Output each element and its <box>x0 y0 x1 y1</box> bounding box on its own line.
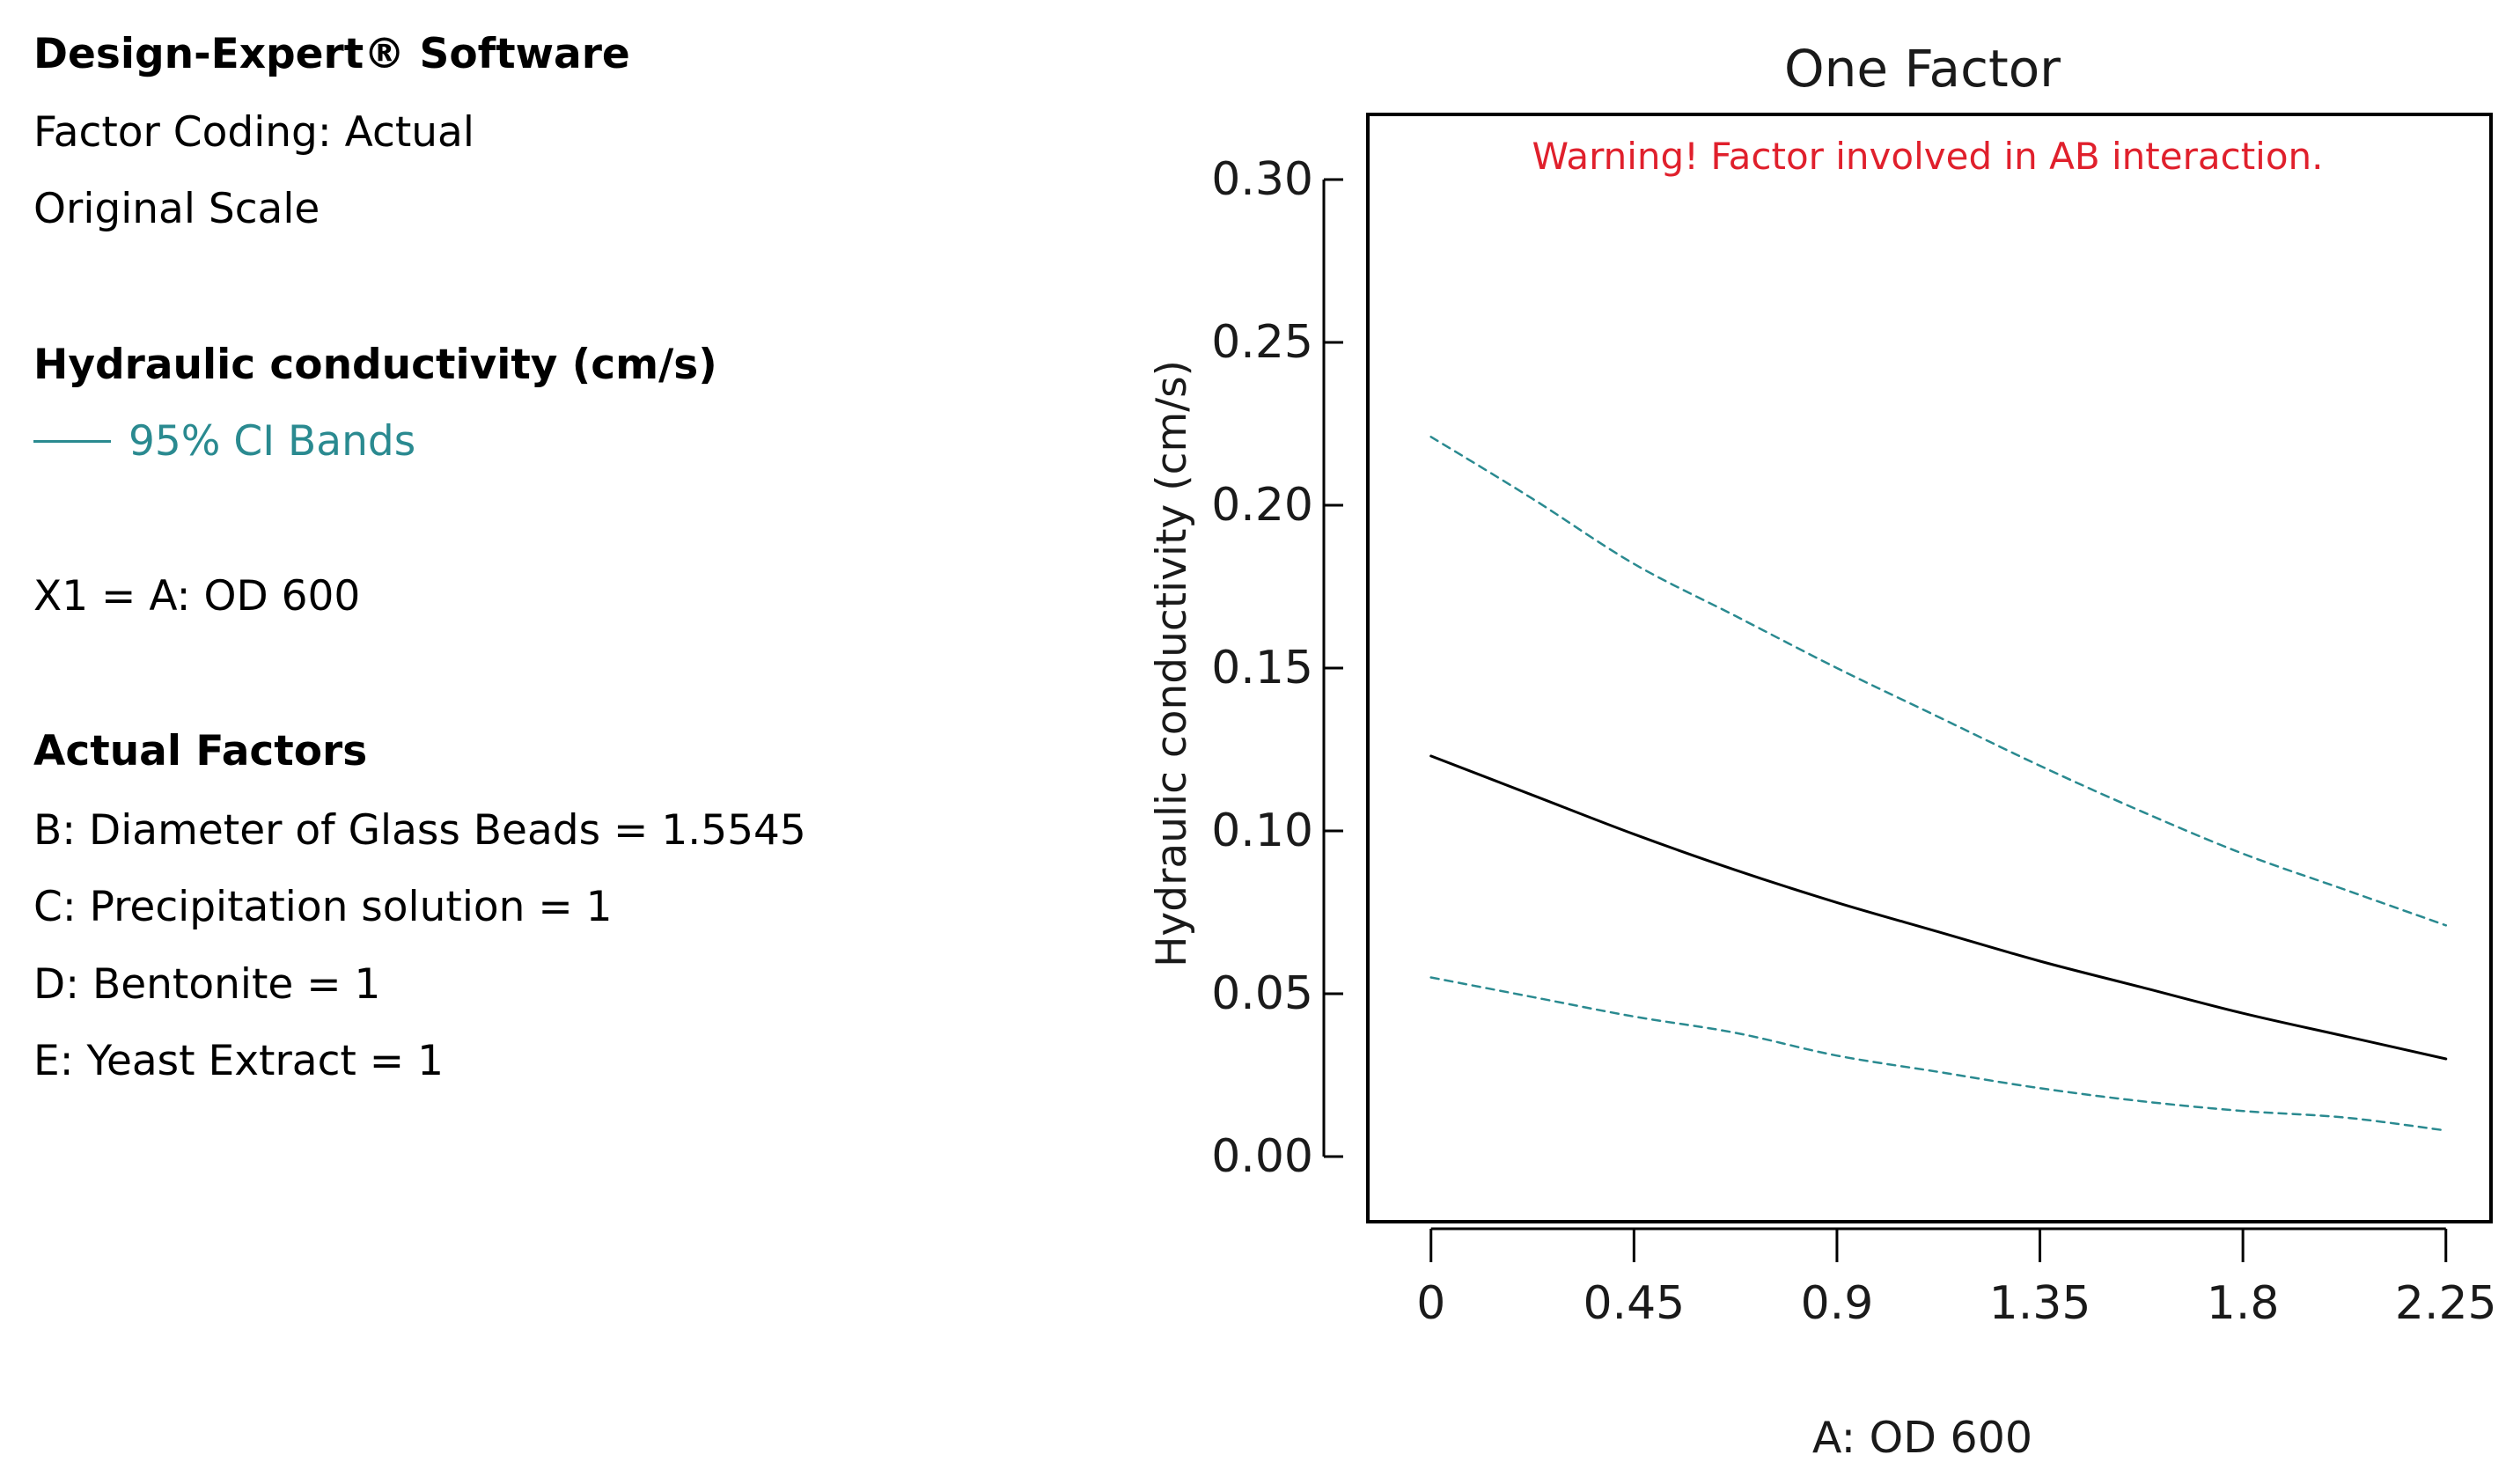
prediction-line <box>1429 754 2448 1061</box>
series-group <box>1429 436 2448 1132</box>
factor-c: C: Precipitation solution = 1 <box>33 883 613 931</box>
x-tick-label: 0 <box>1416 1277 1445 1330</box>
factor-d: D: Bentonite = 1 <box>33 960 381 1009</box>
y-axis-label: Hydraulic conductivity (cm/s) <box>1148 360 1196 967</box>
interaction-warning: Warning! Factor involved in AB interacti… <box>1532 135 2323 178</box>
factor-coding-label: Factor Coding: Actual <box>33 108 474 157</box>
x-tick-label: 1.35 <box>1989 1277 2091 1330</box>
ci-legend-swatch <box>33 440 111 443</box>
x-tick-label: 2.25 <box>2395 1277 2497 1330</box>
factor-b: B: Diameter of Glass Beads = 1.5545 <box>33 806 806 855</box>
x-axis: 0 0.45 0.9 1.35 1.8 2.25 <box>1416 1227 2497 1330</box>
y-tick-label: 0.15 <box>1211 642 1313 694</box>
ci-legend-label: 95% CI Bands <box>129 417 416 466</box>
response-heading: Hydraulic conductivity (cm/s) <box>33 341 717 389</box>
x-tick-label: 0.9 <box>1801 1277 1874 1330</box>
factor-e: E: Yeast Extract = 1 <box>33 1037 445 1085</box>
y-tick-label: 0.30 <box>1211 153 1313 206</box>
actual-factors-heading: Actual Factors <box>33 727 368 775</box>
y-tick-label: 0.00 <box>1211 1130 1313 1183</box>
y-tick-label: 0.05 <box>1211 967 1313 1020</box>
x-tick-label: 1.8 <box>2207 1277 2280 1330</box>
x-tick-label: 0.45 <box>1583 1277 1685 1330</box>
ci-lower-line <box>1429 976 2448 1132</box>
y-tick-label: 0.25 <box>1211 316 1313 369</box>
software-title: Design-Expert® Software <box>33 30 630 78</box>
ci-upper-line <box>1429 436 2448 927</box>
chart-title: One Factor <box>1784 39 2061 99</box>
y-axis: 0.00 0.05 0.10 0.15 0.20 0.25 0.30 <box>1211 153 1343 1183</box>
scale-label: Original Scale <box>33 185 320 233</box>
y-tick-label: 0.20 <box>1211 479 1313 532</box>
ci-legend: 95% CI Bands <box>33 421 415 462</box>
y-tick-label: 0.10 <box>1211 804 1313 857</box>
plot-frame <box>1366 113 2493 1223</box>
x-axis-label: A: OD 600 <box>1812 1413 2032 1463</box>
x1-label: X1 = A: OD 600 <box>33 572 361 621</box>
